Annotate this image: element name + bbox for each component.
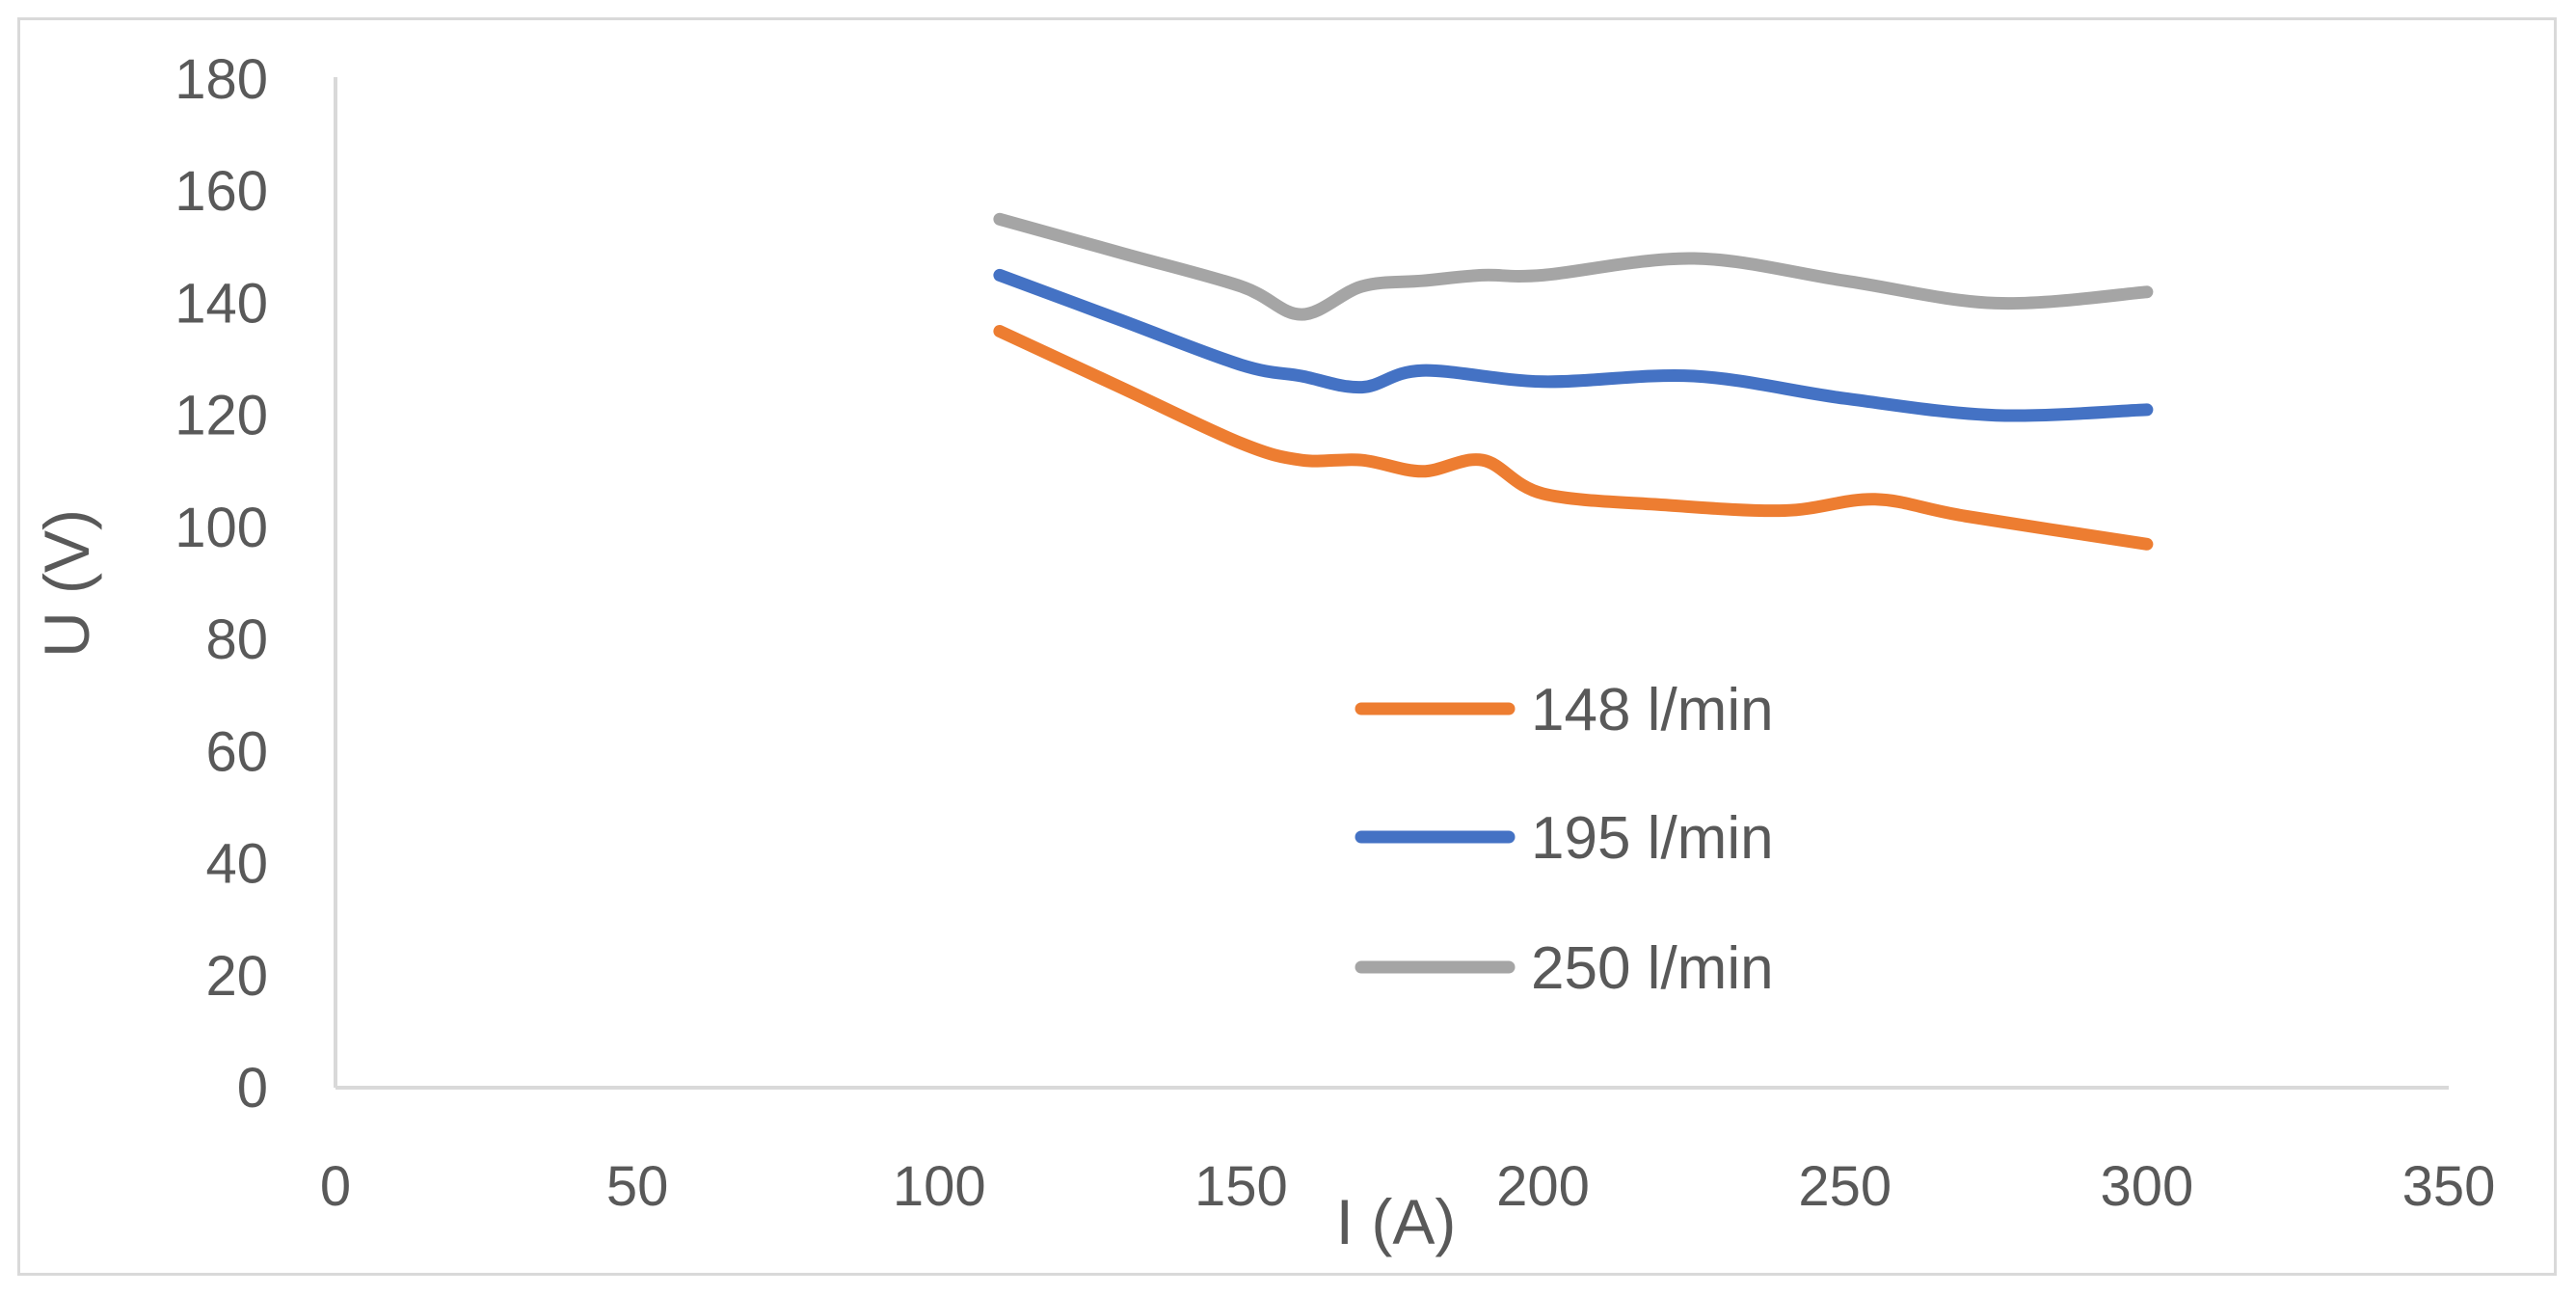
legend-label-2: 195 l/min bbox=[1531, 805, 1774, 872]
x-tick-label: 300 bbox=[2100, 1155, 2193, 1218]
y-tick-label: 20 bbox=[205, 945, 268, 1008]
y-tick-label: 0 bbox=[237, 1057, 268, 1120]
series-line-2 bbox=[993, 268, 2154, 422]
x-tick-label: 100 bbox=[893, 1155, 986, 1218]
x-tick-label: 0 bbox=[320, 1155, 351, 1218]
x-axis-title: I (A) bbox=[1336, 1186, 1457, 1257]
y-tick-label: 80 bbox=[205, 608, 268, 671]
y-axis-title: U (V) bbox=[31, 509, 102, 658]
y-tick-label: 180 bbox=[174, 48, 268, 111]
axes bbox=[334, 77, 2449, 1090]
y-tick-label: 120 bbox=[174, 385, 268, 447]
legend-label-1: 148 l/min bbox=[1531, 677, 1774, 743]
y-tick-label: 60 bbox=[205, 720, 268, 783]
series-line-3 bbox=[993, 212, 2154, 321]
chart-frame bbox=[17, 17, 2557, 1276]
y-tick-label: 40 bbox=[205, 833, 268, 896]
x-tick-label: 150 bbox=[1194, 1155, 1288, 1218]
x-tick-label: 50 bbox=[606, 1155, 669, 1218]
tick-labels: 0 20 40 60 80 100 120 140 160 180 0 50 100 150 200 250 3… bbox=[174, 48, 2495, 1218]
legend: 148 l/min 195 l/min 250 l/min bbox=[1355, 677, 1774, 1002]
y-tick-label: 140 bbox=[174, 272, 268, 335]
legend-label-3: 250 l/min bbox=[1531, 935, 1774, 1002]
series-lines bbox=[993, 212, 2154, 551]
y-tick-label: 160 bbox=[174, 160, 268, 223]
x-tick-label: 250 bbox=[1798, 1155, 1892, 1218]
x-tick-label: 350 bbox=[2402, 1155, 2496, 1218]
x-tick-label: 200 bbox=[1496, 1155, 1590, 1218]
y-tick-label: 100 bbox=[174, 497, 268, 559]
series-line-1 bbox=[993, 325, 2154, 551]
